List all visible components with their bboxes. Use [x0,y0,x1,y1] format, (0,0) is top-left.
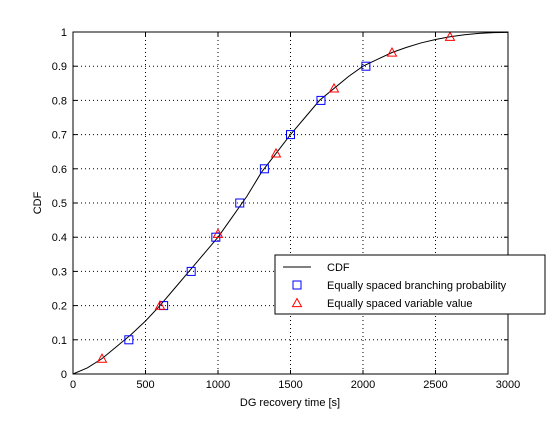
branching-probability-marker [316,95,326,105]
ticks: 0 500 1000 1500 2000 2500 3000 0 0.1 0.2 0.3 0.4 0.5… [52,27,521,391]
x-tick-label: 2000 [351,379,375,391]
series-layer [72,31,509,375]
branching-probability-marker [286,130,295,140]
legend-swatch-triangle [291,297,303,308]
variable-value-marker [270,147,282,158]
x-tick-label: 3000 [496,379,520,391]
x-tick-label: 500 [136,379,154,391]
y-tick-label: 0.9 [52,61,67,73]
y-tick-label: 0.5 [52,198,67,210]
plot-area [73,32,508,374]
branching-probability-marker [235,198,245,208]
y-tick-label: 0 [61,369,67,381]
y-tick-label: 0.2 [52,301,67,313]
legend-label: Equally spaced branching probability [327,280,507,292]
legend-box [274,254,546,315]
cdf-line [72,31,509,375]
x-tick-label: 2500 [423,379,447,391]
x-tick-label: 0 [70,379,76,391]
y-tick-label: 0.3 [52,266,67,278]
branching-probability-marker [259,164,269,174]
y-tick-label: 0.4 [52,232,67,244]
y-tick-label: 1 [61,27,67,39]
y-tick-label: 0.6 [52,164,67,176]
x-tick-label: 1500 [278,379,302,391]
variable-value-marker [212,228,224,238]
branching-probability-marker [361,61,371,71]
legend-swatch-square [292,280,302,290]
legend-label: Equally spaced variable value [327,298,473,310]
variable-value-marker [444,31,456,41]
legend-label: CDF [327,262,350,274]
branching-probability-marker [124,335,134,345]
y-tick-label: 0.1 [52,335,67,347]
x-tick-label: 1000 [206,379,230,391]
variable-value-marker [96,353,108,363]
y-tick-label: 0.7 [52,130,67,142]
y-tick-label: 0.8 [52,95,67,107]
variable-value-marker [328,82,340,93]
variable-value-marker [154,300,166,310]
x-axis-label: DG recovery time [s] [240,397,340,409]
legend: CDF Equally spaced branching probability E… [274,254,546,315]
grid [73,32,508,374]
branching-probability-marker [186,266,196,276]
variable-value-marker [386,46,398,57]
y-axis-label: CDF [32,191,44,214]
